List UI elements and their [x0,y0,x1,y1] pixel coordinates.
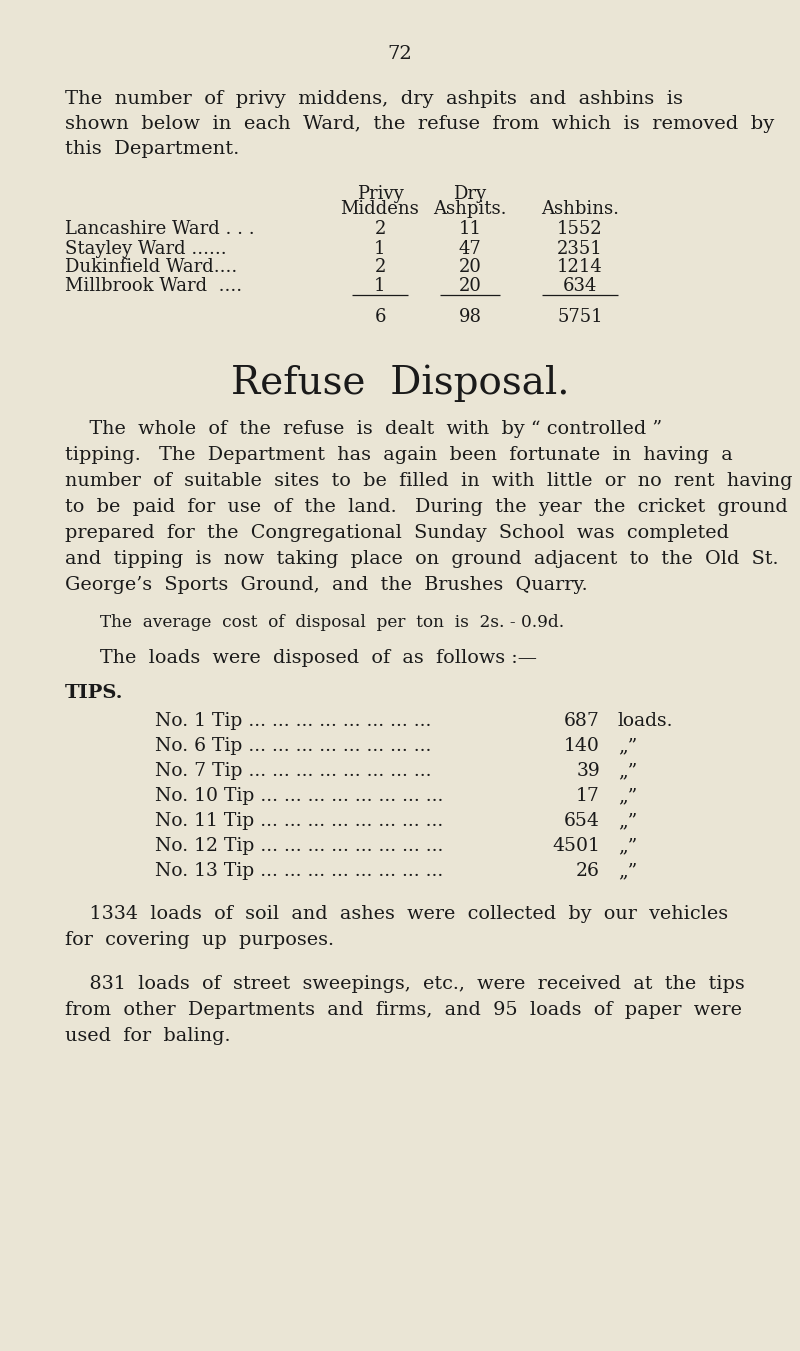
Text: 4501: 4501 [552,838,600,855]
Text: 17: 17 [576,788,600,805]
Text: George’s  Sports  Ground,  and  the  Brushes  Quarry.: George’s Sports Ground, and the Brushes … [65,576,588,594]
Text: 1552: 1552 [557,220,603,238]
Text: 1: 1 [374,240,386,258]
Text: No. 10 Tip ... ... ... ... ... ... ... ...: No. 10 Tip ... ... ... ... ... ... ... .… [155,788,443,805]
Text: 634: 634 [563,277,597,295]
Text: „”: „” [618,788,638,805]
Text: 1: 1 [374,277,386,295]
Text: prepared  for  the  Congregational  Sunday  School  was  completed: prepared for the Congregational Sunday S… [65,524,729,542]
Text: The  whole  of  the  refuse  is  dealt  with  by “ controlled ”: The whole of the refuse is dealt with by… [65,420,662,438]
Text: tipping.   The  Department  has  again  been  fortunate  in  having  a: tipping. The Department has again been f… [65,446,733,463]
Text: and  tipping  is  now  taking  place  on  ground  adjacent  to  the  Old  St.: and tipping is now taking place on groun… [65,550,778,567]
Text: 26: 26 [576,862,600,880]
Text: 39: 39 [576,762,600,780]
Text: Refuse  Disposal.: Refuse Disposal. [230,365,570,403]
Text: shown  below  in  each  Ward,  the  refuse  from  which  is  removed  by: shown below in each Ward, the refuse fro… [65,115,774,132]
Text: Millbrook Ward  ....: Millbrook Ward .... [65,277,242,295]
Text: 47: 47 [458,240,482,258]
Text: The  number  of  privy  middens,  dry  ashpits  and  ashbins  is: The number of privy middens, dry ashpits… [65,91,683,108]
Text: 2: 2 [374,220,386,238]
Text: to  be  paid  for  use  of  the  land.   During  the  year  the  cricket  ground: to be paid for use of the land. During t… [65,499,788,516]
Text: 98: 98 [458,308,482,326]
Text: Dry: Dry [454,185,486,203]
Text: 11: 11 [458,220,482,238]
Text: The  average  cost  of  disposal  per  ton  is  2s. - 0.9d.: The average cost of disposal per ton is … [100,613,564,631]
Text: Ashpits.: Ashpits. [434,200,506,218]
Text: 1334  loads  of  soil  and  ashes  were  collected  by  our  vehicles: 1334 loads of soil and ashes were collec… [65,905,728,923]
Text: from  other  Departments  and  firms,  and  95  loads  of  paper  were: from other Departments and firms, and 95… [65,1001,742,1019]
Text: for  covering  up  purposes.: for covering up purposes. [65,931,334,948]
Text: The  loads  were  disposed  of  as  follows :—: The loads were disposed of as follows :— [100,648,537,667]
Text: 140: 140 [564,738,600,755]
Text: 72: 72 [388,45,412,63]
Text: No. 12 Tip ... ... ... ... ... ... ... ...: No. 12 Tip ... ... ... ... ... ... ... .… [155,838,443,855]
Text: Stayley Ward ......: Stayley Ward ...... [65,240,226,258]
Text: No. 13 Tip ... ... ... ... ... ... ... ...: No. 13 Tip ... ... ... ... ... ... ... .… [155,862,443,880]
Text: this  Department.: this Department. [65,141,239,158]
Text: 5751: 5751 [557,308,603,326]
Text: No. 6 Tip ... ... ... ... ... ... ... ...: No. 6 Tip ... ... ... ... ... ... ... ..… [155,738,431,755]
Text: Middens: Middens [341,200,419,218]
Text: 2: 2 [374,258,386,276]
Text: used  for  baling.: used for baling. [65,1027,230,1046]
Text: „”: „” [618,738,638,755]
Text: TIPS.: TIPS. [65,684,123,703]
Text: 6: 6 [374,308,386,326]
Text: Dukinfield Ward....: Dukinfield Ward.... [65,258,238,276]
Text: Privy: Privy [357,185,403,203]
Text: 20: 20 [458,277,482,295]
Text: „”: „” [618,838,638,855]
Text: 1214: 1214 [557,258,603,276]
Text: No. 11 Tip ... ... ... ... ... ... ... ...: No. 11 Tip ... ... ... ... ... ... ... .… [155,812,443,830]
Text: „”: „” [618,812,638,830]
Text: Ashbins.: Ashbins. [541,200,619,218]
Text: loads.: loads. [618,712,674,730]
Text: 687: 687 [564,712,600,730]
Text: No. 1 Tip ... ... ... ... ... ... ... ...: No. 1 Tip ... ... ... ... ... ... ... ..… [155,712,431,730]
Text: 20: 20 [458,258,482,276]
Text: 654: 654 [564,812,600,830]
Text: number  of  suitable  sites  to  be  filled  in  with  little  or  no  rent  hav: number of suitable sites to be filled in… [65,471,793,490]
Text: Lancashire Ward . . .: Lancashire Ward . . . [65,220,254,238]
Text: No. 7 Tip ... ... ... ... ... ... ... ...: No. 7 Tip ... ... ... ... ... ... ... ..… [155,762,431,780]
Text: 831  loads  of  street  sweepings,  etc.,  were  received  at  the  tips: 831 loads of street sweepings, etc., wer… [65,975,745,993]
Text: „”: „” [618,762,638,780]
Text: „”: „” [618,862,638,880]
Text: 2351: 2351 [557,240,603,258]
